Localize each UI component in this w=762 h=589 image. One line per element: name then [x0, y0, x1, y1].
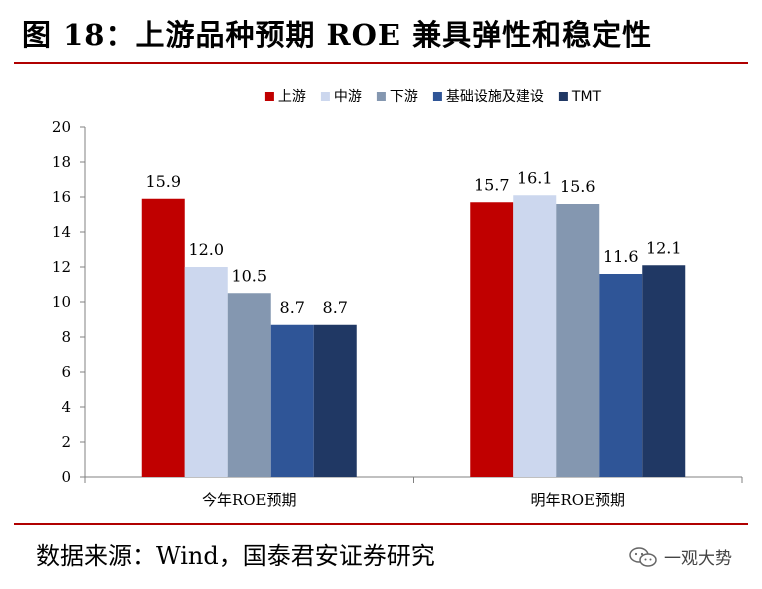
- bar: [184, 267, 228, 477]
- data-label: 15.6: [560, 177, 596, 196]
- y-tick-label: 6: [61, 363, 71, 381]
- data-label: 10.5: [231, 266, 267, 285]
- source-note: 数据来源：Wind，国泰君安证券研究: [36, 542, 435, 570]
- footer-divider: [14, 523, 748, 525]
- y-tick-label: 10: [52, 293, 71, 311]
- legend-label: 上游: [278, 89, 306, 105]
- data-label: 15.9: [145, 172, 181, 191]
- x-tick-label: 明年ROE预期: [530, 491, 625, 509]
- data-label: 12.1: [646, 238, 682, 257]
- legend-label: 中游: [334, 89, 362, 105]
- legend-swatch: [320, 92, 330, 101]
- data-label: 12.0: [188, 240, 224, 259]
- legend-swatch: [558, 92, 568, 101]
- legend-label: 基础设施及建设: [446, 88, 544, 105]
- y-tick-label: 8: [61, 328, 71, 346]
- bar: [313, 324, 357, 477]
- data-label: 16.1: [517, 168, 553, 187]
- watermark-text: 一观大势: [664, 549, 732, 569]
- x-tick-label: 今年ROE预期: [202, 491, 297, 509]
- bar: [513, 195, 557, 477]
- y-tick-label: 20: [52, 118, 71, 136]
- legend-swatch: [432, 92, 442, 101]
- y-tick-label: 0: [61, 468, 71, 486]
- y-tick-label: 12: [52, 258, 71, 276]
- data-label: 8.7: [280, 298, 305, 317]
- y-tick-label: 2: [61, 433, 71, 451]
- page-title: 图 18：上游品种预期 ROE 兼具弹性和稳定性: [22, 18, 653, 52]
- bar: [141, 198, 185, 477]
- watermark: 一观大势: [628, 544, 732, 569]
- bar: [470, 202, 514, 477]
- bar: [270, 324, 314, 477]
- legend-label: TMT: [571, 89, 602, 105]
- bar: [227, 293, 271, 477]
- bar: [599, 274, 643, 477]
- title-divider: [14, 62, 748, 64]
- data-label: 11.6: [603, 247, 639, 266]
- data-label: 15.7: [474, 175, 510, 194]
- y-tick-label: 18: [52, 153, 71, 171]
- data-label: 8.7: [323, 298, 348, 317]
- legend-swatch: [264, 92, 274, 101]
- legend-label: 下游: [390, 89, 418, 105]
- legend-swatch: [376, 92, 386, 101]
- y-tick-label: 14: [52, 223, 71, 241]
- y-tick-label: 4: [61, 398, 71, 416]
- y-tick-label: 16: [52, 188, 71, 206]
- wechat-icon: [629, 546, 657, 567]
- bar: [642, 265, 686, 477]
- bar: [556, 204, 600, 477]
